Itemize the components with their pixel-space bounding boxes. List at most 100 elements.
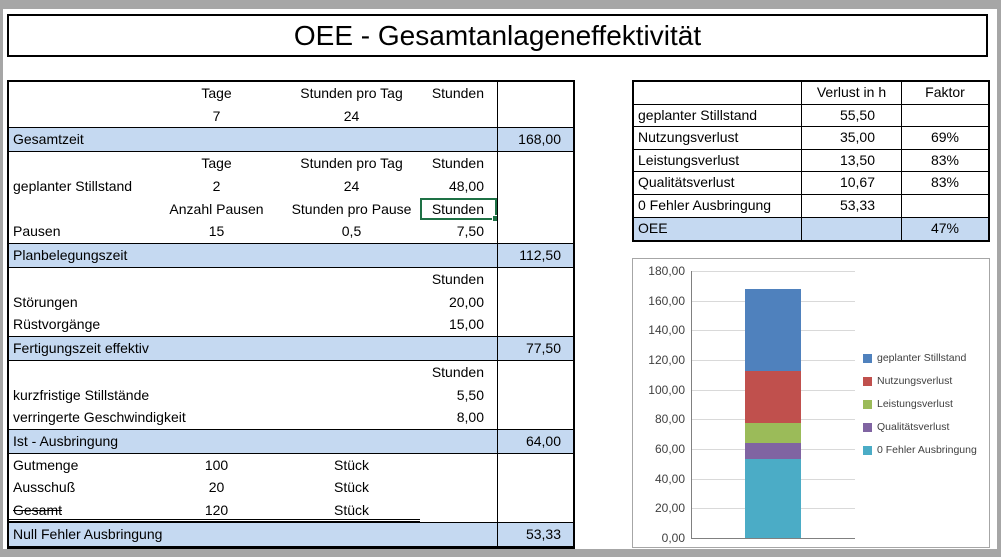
grid-cell[interactable]	[9, 268, 150, 291]
legend-item[interactable]: Leistungsverlust	[863, 397, 953, 411]
grid-cell[interactable]	[283, 268, 420, 291]
grid-cell[interactable]: Stunden pro Pause	[291, 200, 412, 217]
grid-cell[interactable]: geplanter Stillstand	[13, 177, 133, 194]
grid-cell[interactable]	[420, 105, 497, 128]
loss-row-faktor[interactable]	[902, 105, 988, 128]
grid-cell[interactable]: 8,00	[456, 409, 484, 426]
loss-row-faktor[interactable]: 47%	[902, 217, 988, 241]
grid-cell[interactable]: 20,00	[448, 293, 484, 310]
summary-value[interactable]: 64,00	[497, 429, 573, 453]
grid-cell[interactable]	[150, 268, 283, 291]
grid-cell[interactable]	[150, 406, 283, 429]
grid-cell[interactable]	[497, 267, 573, 291]
grid-cell[interactable]	[283, 361, 420, 384]
grid-cell[interactable]	[497, 174, 573, 198]
grid-cell[interactable]	[497, 220, 573, 243]
loss-row-verlust[interactable]: 53,33	[802, 194, 902, 218]
grid-cell[interactable]: 5,50	[456, 386, 484, 403]
grid-cell[interactable]: 7,50	[456, 223, 484, 240]
grid-cell[interactable]	[497, 383, 573, 407]
loss-row-verlust[interactable]: 13,50	[802, 149, 902, 173]
grid-cell[interactable]: kurzfristige Stillstände	[13, 386, 150, 403]
grid-cell[interactable]	[420, 476, 497, 499]
grid-cell[interactable]: 24	[343, 177, 360, 194]
grid-cell[interactable]: 15	[208, 223, 225, 240]
grid-cell[interactable]: 48,00	[448, 177, 484, 194]
grid-cell[interactable]: Stunden	[431, 85, 484, 101]
grid-cell[interactable]: Tage	[201, 155, 232, 172]
grid-cell[interactable]	[283, 313, 420, 336]
loss-row-verlust[interactable]: 55,50	[802, 104, 902, 128]
grid-cell[interactable]	[497, 476, 573, 500]
main-grid[interactable]: Tage Stunden pro Tag Stunden 7 24 Gesamtzeit 1…	[7, 80, 575, 549]
grid-cell[interactable]	[497, 82, 573, 105]
grid-cell[interactable]: Störungen	[13, 293, 78, 310]
summary-value[interactable]: 112,50	[497, 243, 573, 267]
grid-cell[interactable]: 7	[212, 107, 221, 124]
grid-cell[interactable]	[420, 454, 497, 477]
selected-cell[interactable]: Stunden	[420, 198, 499, 222]
loss-row-faktor[interactable]: 69%	[902, 127, 988, 150]
grid-cell[interactable]: verringerte Geschwindigkeit	[13, 409, 186, 426]
grid-cell[interactable]: Stunden	[431, 155, 484, 172]
grid-cell[interactable]: Rüstvorgänge	[13, 316, 101, 333]
grid-cell[interactable]: Tage	[201, 85, 232, 101]
grid-cell[interactable]	[283, 384, 420, 407]
grid-cell[interactable]: Gesamt	[9, 499, 150, 522]
grid-cell[interactable]	[9, 361, 150, 384]
loss-row-verlust[interactable]	[802, 217, 902, 241]
grid-cell[interactable]	[497, 152, 573, 175]
grid-cell[interactable]	[150, 291, 283, 314]
summary-label[interactable]: Null Fehler Ausbringung	[13, 525, 163, 542]
loss-row-label[interactable]: Qualitätsverlust	[634, 172, 802, 195]
summary-label[interactable]: Fertigungszeit effektiv	[13, 339, 149, 356]
loss-row-label[interactable]: geplanter Stillstand	[634, 104, 802, 128]
legend-item[interactable]: Nutzungsverlust	[863, 374, 952, 388]
grid-cell[interactable]: 2	[212, 177, 221, 194]
grid-cell[interactable]: Pausen	[13, 223, 61, 240]
summary-value[interactable]: 77,50	[497, 336, 573, 360]
loss-row-faktor[interactable]: 83%	[902, 150, 988, 173]
grid-cell[interactable]	[150, 313, 283, 336]
loss-row-faktor[interactable]: 83%	[902, 172, 988, 195]
grid-cell[interactable]: Stück	[333, 456, 369, 473]
loss-row-label[interactable]: OEE	[634, 217, 802, 241]
loss-row-verlust[interactable]: 10,67	[802, 172, 902, 195]
grid-cell[interactable]: 24	[343, 107, 360, 124]
grid-cell[interactable]: Ausschuß	[13, 479, 76, 496]
grid-cell[interactable]: Stunden pro Tag	[300, 85, 403, 101]
grid-cell[interactable]: Stunden	[431, 270, 484, 287]
grid-cell[interactable]: Stück	[283, 499, 420, 522]
grid-cell[interactable]	[497, 499, 573, 522]
loss-row-verlust[interactable]: 35,00	[802, 127, 902, 150]
legend-item[interactable]: Qualitätsverlust	[863, 420, 949, 434]
grid-cell[interactable]: Stunden	[431, 363, 484, 380]
legend-item[interactable]: 0 Fehler Ausbringung	[863, 443, 977, 457]
legend-item[interactable]: geplanter Stillstand	[863, 351, 966, 365]
loss-row-label[interactable]: Nutzungsverlust	[634, 127, 802, 150]
chart[interactable]: 0,00 20,00 40,00 60,00 80,00 100,00 120,00 140,…	[632, 258, 990, 548]
grid-cell[interactable]	[9, 105, 150, 128]
grid-cell[interactable]	[150, 384, 283, 407]
grid-cell[interactable]	[497, 360, 573, 384]
grid-cell[interactable]	[283, 291, 420, 314]
summary-value[interactable]: 168,00	[497, 128, 573, 152]
grid-cell[interactable]	[9, 198, 150, 221]
grid-cell[interactable]: Gutmenge	[13, 456, 79, 473]
grid-cell[interactable]	[497, 104, 573, 128]
grid-cell[interactable]	[497, 197, 573, 221]
loss-row-label[interactable]: Leistungsverlust	[634, 149, 802, 173]
grid-cell[interactable]	[497, 313, 573, 336]
loss-table[interactable]: Verlust in h Faktor geplanter Stillstand 55…	[632, 80, 990, 243]
summary-label[interactable]: Gesamtzeit	[13, 131, 84, 148]
grid-cell[interactable]: Stunden pro Tag	[300, 155, 403, 172]
grid-cell[interactable]: 120	[150, 499, 283, 522]
grid-cell[interactable]	[497, 406, 573, 429]
summary-label[interactable]: Planbelegungszeit	[13, 246, 128, 263]
summary-label[interactable]: Ist - Ausbringung	[13, 432, 119, 449]
grid-cell[interactable]	[9, 82, 150, 105]
grid-cell[interactable]	[420, 499, 497, 522]
grid-cell[interactable]: 15,00	[448, 316, 484, 333]
grid-cell[interactable]: 100	[204, 456, 229, 473]
grid-cell[interactable]	[150, 361, 283, 384]
